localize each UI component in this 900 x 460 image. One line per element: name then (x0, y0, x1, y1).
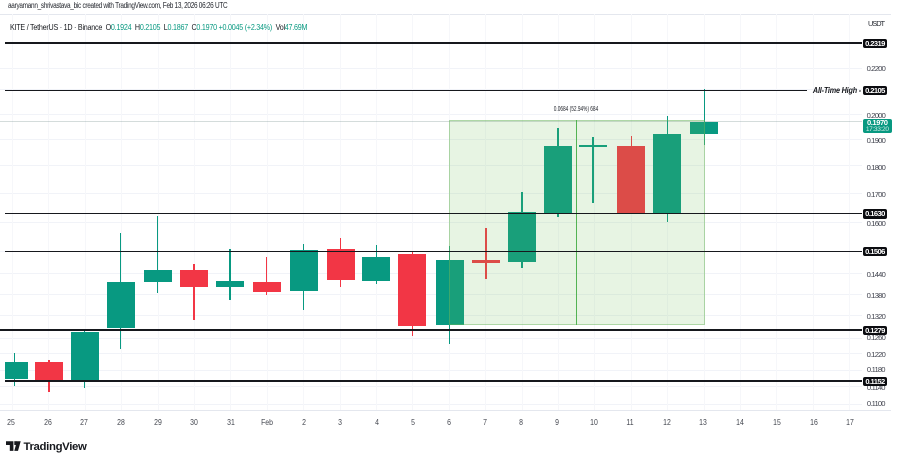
svg-text:TradingView: TradingView (24, 441, 88, 453)
